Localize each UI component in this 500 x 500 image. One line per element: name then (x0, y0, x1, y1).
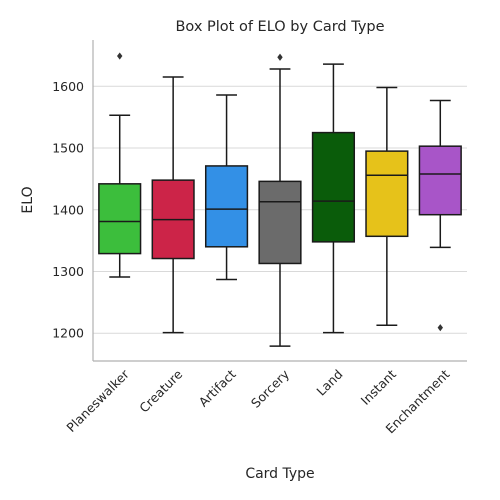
y-axis-label: ELO (20, 186, 36, 213)
y-tick-labels: 1200 1300 1400 1500 1600 (52, 79, 84, 341)
iqr-box (365, 150, 409, 238)
chart-title: Box Plot of ELO by Card Type (175, 19, 384, 35)
box-land (311, 63, 356, 334)
outlier-point (437, 324, 443, 332)
y-tick-label: 1600 (52, 79, 84, 94)
outlier-point (117, 52, 123, 60)
iqr-box (418, 145, 462, 216)
iqr-box (204, 165, 249, 248)
y-tick-label: 1500 (52, 141, 84, 156)
box-sorcery (258, 53, 302, 347)
outlier-point (277, 53, 283, 61)
y-tick-label: 1200 (52, 326, 84, 341)
x-axis-label: Card Type (245, 466, 314, 482)
iqr-box (98, 183, 142, 255)
box-instant (365, 86, 409, 326)
box-planeswalker (98, 52, 142, 278)
box-enchantment (418, 99, 462, 332)
iqr-box (258, 180, 302, 265)
iqr-box (311, 131, 356, 243)
box-creature (151, 76, 195, 334)
y-tick-label: 1300 (52, 264, 84, 279)
box-artifact (204, 94, 249, 281)
boxes (98, 52, 462, 347)
y-tick-label: 1400 (52, 202, 84, 217)
